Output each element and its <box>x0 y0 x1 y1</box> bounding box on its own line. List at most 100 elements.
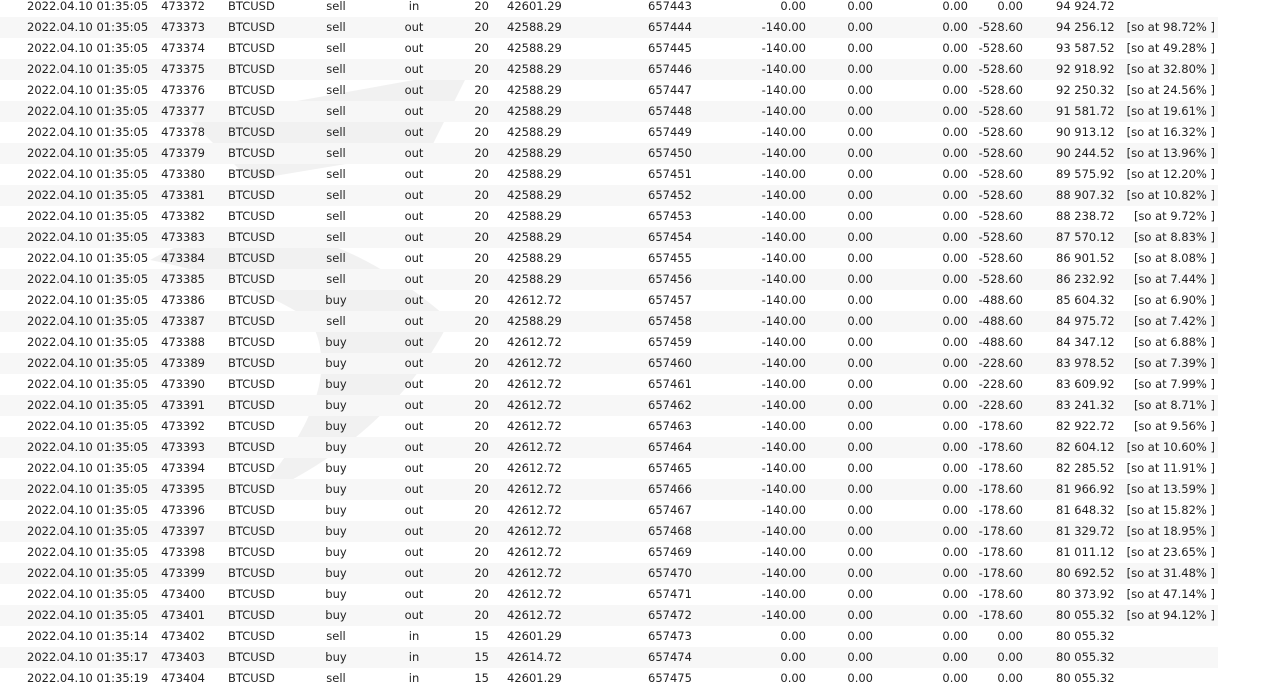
deal-id-cell: 473394 <box>161 461 205 475</box>
price-cell: 42588.29 <box>507 188 562 202</box>
symbol-cell: BTCUSD <box>228 188 275 202</box>
direction-cell: out <box>404 545 424 559</box>
swap-cell: 0.00 <box>942 440 968 454</box>
symbol-cell: BTCUSD <box>228 314 275 328</box>
profit-cell: -528.60 <box>978 188 1023 202</box>
order-id-cell: 657459 <box>648 335 692 349</box>
fee-cell: 0.00 <box>847 83 873 97</box>
fee-cell: 0.00 <box>847 503 873 517</box>
volume-cell: 20 <box>474 461 489 475</box>
deal-time-cell: 2022.04.10 01:35:05 <box>27 587 149 601</box>
fee-cell: 0.00 <box>847 398 873 412</box>
table-row[interactable]: 2022.04.10 01:35:05 473376 BTCUSD sell out 20… <box>0 80 1218 101</box>
comment-cell: [so at 7.99% ] <box>1133 377 1215 391</box>
table-row[interactable]: 2022.04.10 01:35:05 473389 BTCUSD buy out 20 4… <box>0 353 1218 374</box>
table-row[interactable]: 2022.04.10 01:35:05 473400 BTCUSD buy out 20 4… <box>0 584 1218 605</box>
order-id-cell: 657457 <box>648 293 692 307</box>
deal-id-cell: 473388 <box>161 335 205 349</box>
table-row[interactable]: 2022.04.10 01:35:05 473382 BTCUSD sell out 20… <box>0 206 1218 227</box>
table-row[interactable]: 2022.04.10 01:35:05 473401 BTCUSD buy out 20 4… <box>0 605 1218 626</box>
swap-cell: 0.00 <box>942 545 968 559</box>
direction-cell: out <box>404 482 424 496</box>
deal-type-cell: buy <box>325 503 347 517</box>
swap-cell: 0.00 <box>942 251 968 265</box>
commission-cell: -140.00 <box>761 20 806 34</box>
table-row[interactable]: 2022.04.10 01:35:05 473392 BTCUSD buy out 20 4… <box>0 416 1218 437</box>
table-row[interactable]: 2022.04.10 01:35:05 473399 BTCUSD buy out 20 4… <box>0 563 1218 584</box>
profit-cell: -178.60 <box>978 482 1023 496</box>
price-cell: 42588.29 <box>507 20 562 34</box>
table-row[interactable]: 2022.04.10 01:35:05 473391 BTCUSD buy out 20 4… <box>0 395 1218 416</box>
commission-cell: -140.00 <box>761 62 806 76</box>
table-row[interactable]: 2022.04.10 01:35:05 473375 BTCUSD sell out 20… <box>0 59 1218 80</box>
table-row[interactable]: 2022.04.10 01:35:05 473384 BTCUSD sell out 20… <box>0 248 1218 269</box>
order-id-cell: 657449 <box>648 125 692 139</box>
profit-cell: -528.60 <box>978 251 1023 265</box>
symbol-cell: BTCUSD <box>228 440 275 454</box>
profit-cell: -178.60 <box>978 503 1023 517</box>
direction-cell: out <box>404 419 424 433</box>
commission-cell: -140.00 <box>761 230 806 244</box>
swap-cell: 0.00 <box>942 461 968 475</box>
profit-cell: -178.60 <box>978 461 1023 475</box>
order-id-cell: 657448 <box>648 104 692 118</box>
order-id-cell: 657465 <box>648 461 692 475</box>
table-row[interactable]: 2022.04.10 01:35:05 473390 BTCUSD buy out 20 4… <box>0 374 1218 395</box>
deal-id-cell: 473377 <box>161 104 205 118</box>
balance-cell: 80 055.32 <box>1056 608 1115 622</box>
table-row[interactable]: 2022.04.10 01:35:05 473374 BTCUSD sell out 20… <box>0 38 1218 59</box>
order-id-cell: 657464 <box>648 440 692 454</box>
symbol-cell: BTCUSD <box>228 461 275 475</box>
table-row[interactable]: 2022.04.10 01:35:05 473387 BTCUSD sell out 20… <box>0 311 1218 332</box>
table-row[interactable]: 2022.04.10 01:35:05 473395 BTCUSD buy out 20 4… <box>0 479 1218 500</box>
table-row[interactable]: 2022.04.10 01:35:14 473402 BTCUSD sell in 15 4… <box>0 626 1218 647</box>
symbol-cell: BTCUSD <box>228 503 275 517</box>
price-cell: 42588.29 <box>507 272 562 286</box>
comment-cell: [so at 98.72% ] <box>1126 20 1215 34</box>
table-row[interactable]: 2022.04.10 01:35:05 473386 BTCUSD buy out 20 4… <box>0 290 1218 311</box>
table-row[interactable]: 2022.04.10 01:35:05 473397 BTCUSD buy out 20 4… <box>0 521 1218 542</box>
profit-cell: 0.00 <box>997 650 1023 664</box>
profit-cell: -488.60 <box>978 335 1023 349</box>
order-id-cell: 657466 <box>648 482 692 496</box>
table-row[interactable]: 2022.04.10 01:35:05 473378 BTCUSD sell out 20… <box>0 122 1218 143</box>
table-row[interactable]: 2022.04.10 01:35:05 473393 BTCUSD buy out 20 4… <box>0 437 1218 458</box>
table-row[interactable]: 2022.04.10 01:35:05 473380 BTCUSD sell out 20… <box>0 164 1218 185</box>
table-row[interactable]: 2022.04.10 01:35:05 473372 BTCUSD sell in 20 4… <box>0 0 1218 17</box>
fee-cell: 0.00 <box>847 545 873 559</box>
volume-cell: 20 <box>474 524 489 538</box>
table-row[interactable]: 2022.04.10 01:35:05 473383 BTCUSD sell out 20… <box>0 227 1218 248</box>
volume-cell: 20 <box>474 209 489 223</box>
price-cell: 42588.29 <box>507 83 562 97</box>
table-row[interactable]: 2022.04.10 01:35:05 473398 BTCUSD buy out 20 4… <box>0 542 1218 563</box>
table-row[interactable]: 2022.04.10 01:35:05 473394 BTCUSD buy out 20 4… <box>0 458 1218 479</box>
volume-cell: 20 <box>474 419 489 433</box>
commission-cell: 0.00 <box>780 629 806 643</box>
table-row[interactable]: 2022.04.10 01:35:05 473385 BTCUSD sell out 20… <box>0 269 1218 290</box>
price-cell: 42588.29 <box>507 125 562 139</box>
swap-cell: 0.00 <box>942 650 968 664</box>
table-row[interactable]: 2022.04.10 01:35:05 473373 BTCUSD sell out 20… <box>0 17 1218 38</box>
deal-time-cell: 2022.04.10 01:35:05 <box>27 125 149 139</box>
direction-cell: out <box>404 104 424 118</box>
price-cell: 42588.29 <box>507 104 562 118</box>
volume-cell: 20 <box>474 503 489 517</box>
table-row[interactable]: 2022.04.10 01:35:05 473396 BTCUSD buy out 20 4… <box>0 500 1218 521</box>
fee-cell: 0.00 <box>847 0 873 13</box>
table-row[interactable]: 2022.04.10 01:35:05 473377 BTCUSD sell out 20… <box>0 101 1218 122</box>
table-row[interactable]: 2022.04.10 01:35:05 473379 BTCUSD sell out 20… <box>0 143 1218 164</box>
symbol-cell: BTCUSD <box>228 20 275 34</box>
symbol-cell: BTCUSD <box>228 419 275 433</box>
order-id-cell: 657470 <box>648 566 692 580</box>
table-row[interactable]: 2022.04.10 01:35:17 473403 BTCUSD buy in 15 42… <box>0 647 1218 668</box>
deal-type-cell: buy <box>325 335 347 349</box>
order-id-cell: 657456 <box>648 272 692 286</box>
volume-cell: 20 <box>474 398 489 412</box>
comment-cell: [so at 24.56% ] <box>1126 83 1215 97</box>
profit-cell: -528.60 <box>978 230 1023 244</box>
table-row[interactable]: 2022.04.10 01:35:05 473388 BTCUSD buy out 20 4… <box>0 332 1218 353</box>
profit-cell: -528.60 <box>978 125 1023 139</box>
symbol-cell: BTCUSD <box>228 482 275 496</box>
deal-time-cell: 2022.04.10 01:35:05 <box>27 608 149 622</box>
table-row[interactable]: 2022.04.10 01:35:05 473381 BTCUSD sell out 20… <box>0 185 1218 206</box>
